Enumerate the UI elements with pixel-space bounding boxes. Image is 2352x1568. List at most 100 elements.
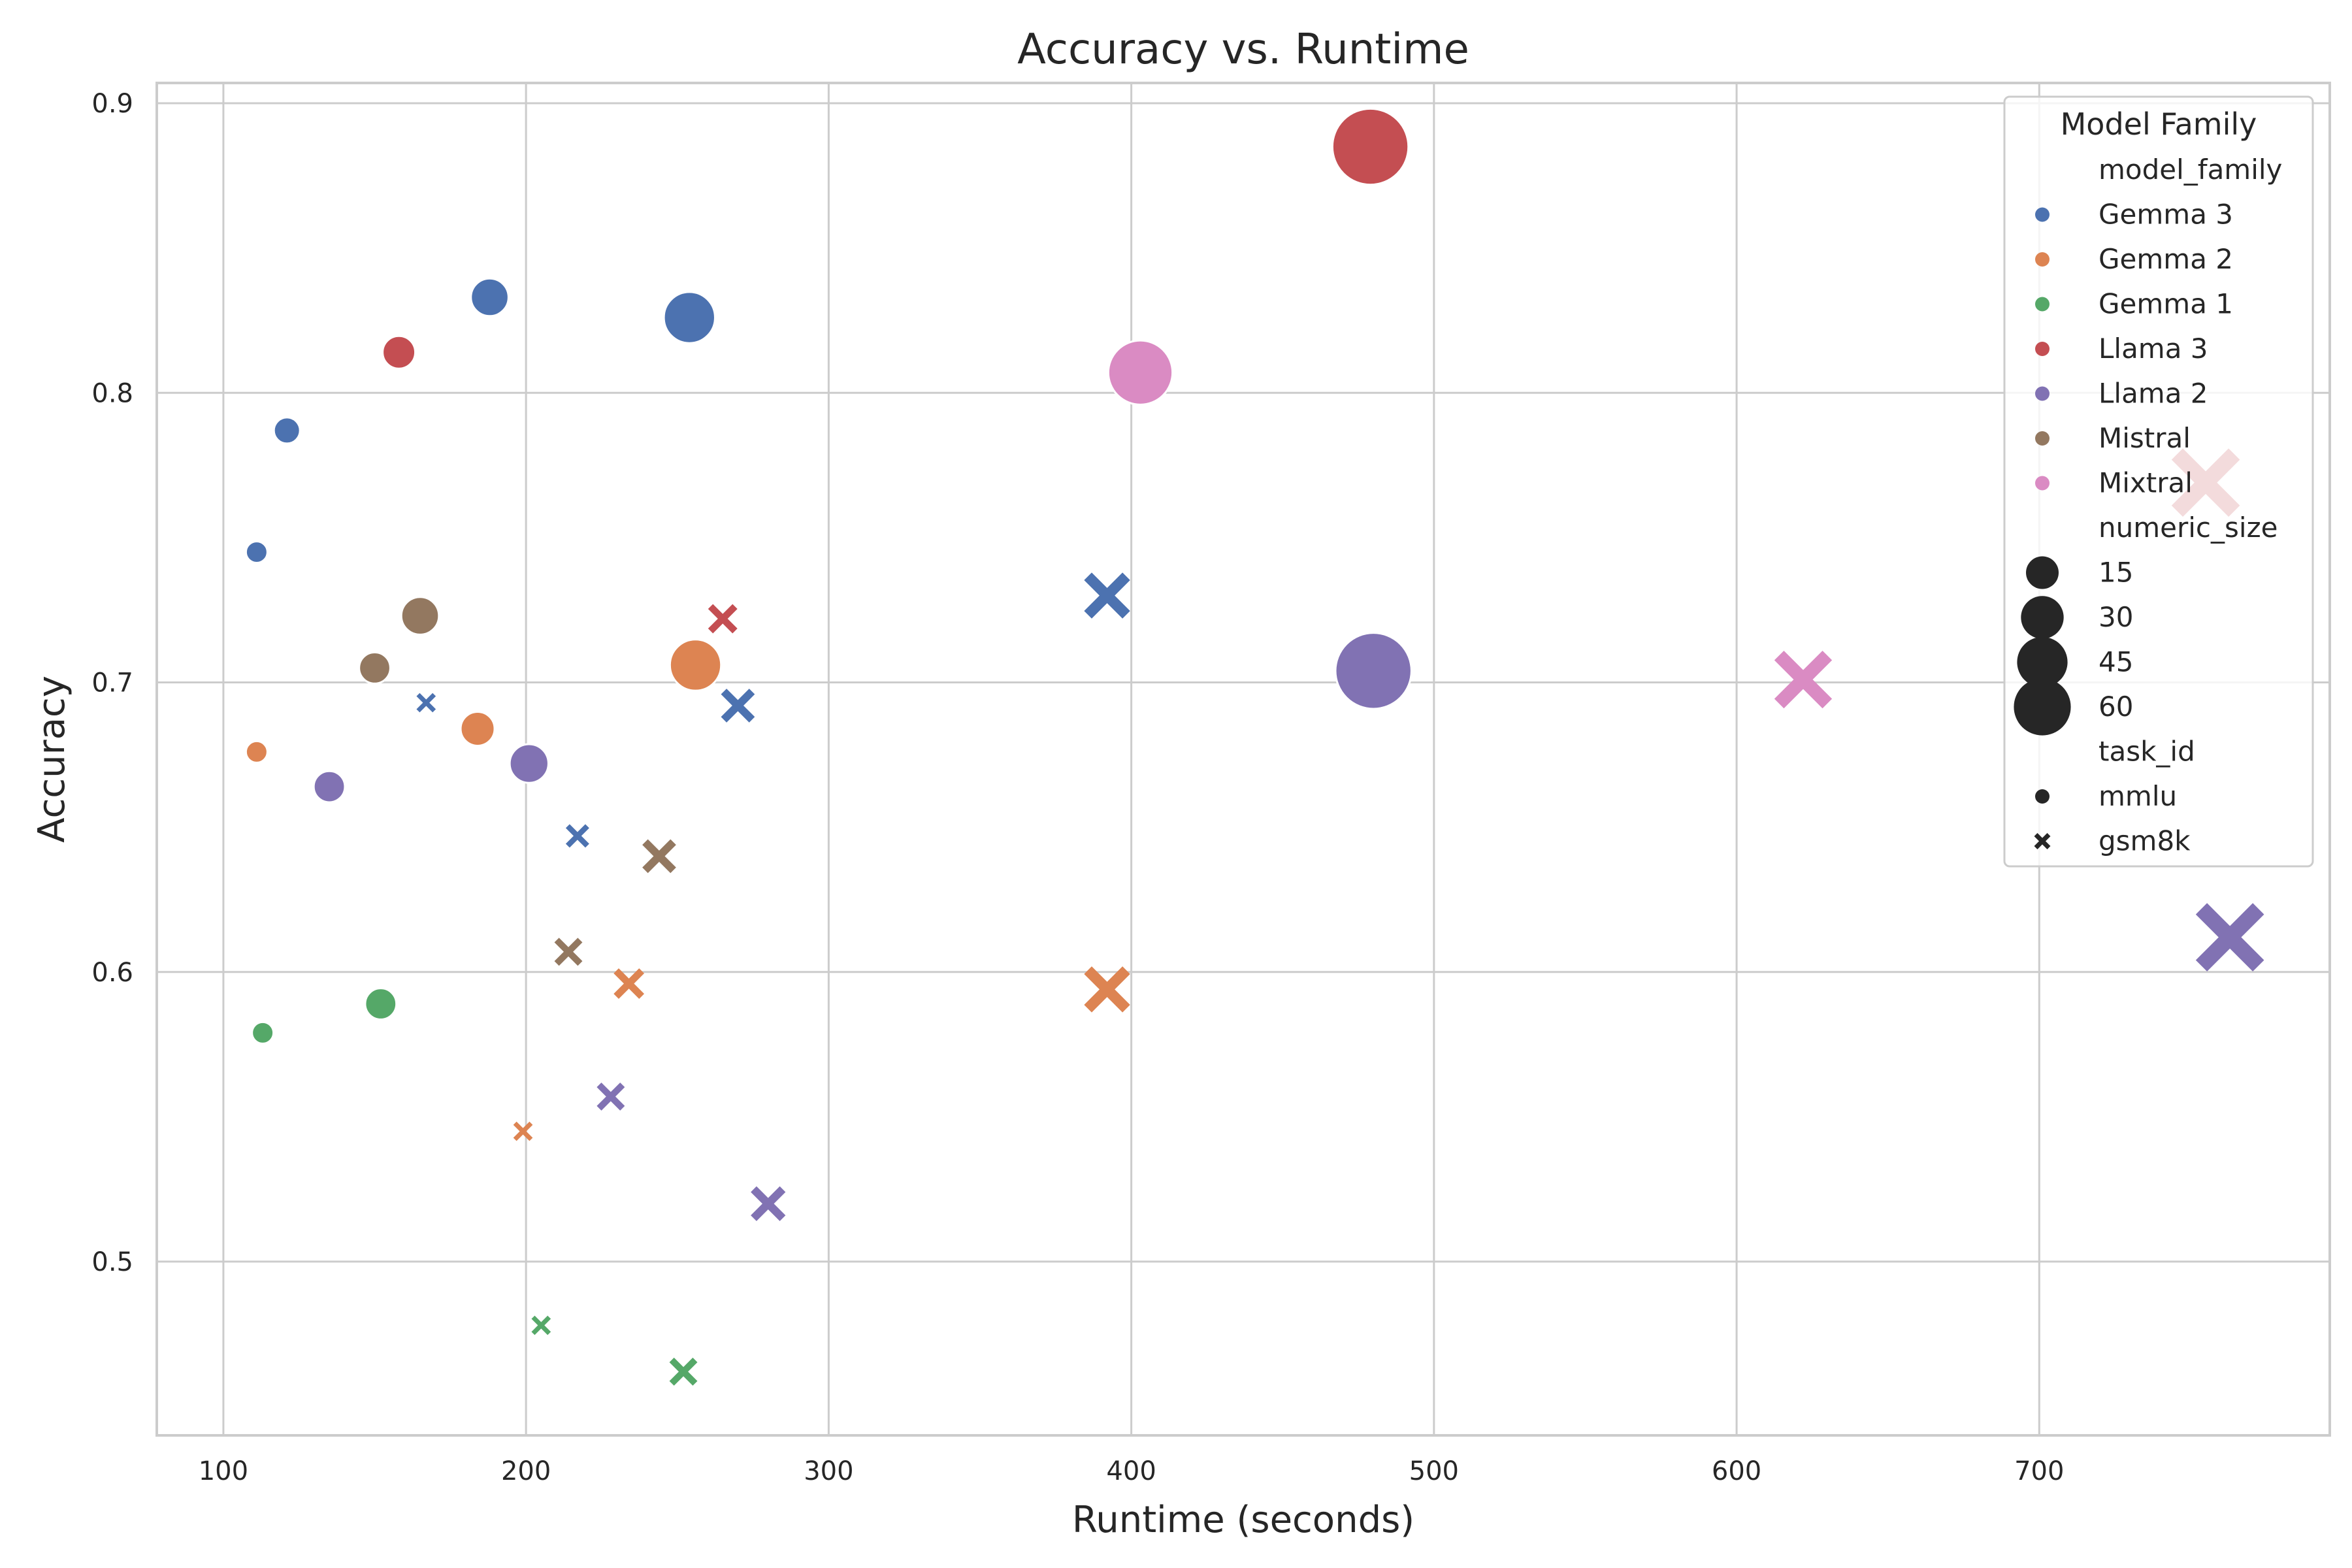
point-llama-2-gsm8k bbox=[751, 1186, 786, 1222]
point-gemma-3-mmlu bbox=[272, 416, 301, 445]
point-gemma-3-gsm8k-stroke bbox=[416, 693, 436, 713]
y-tick-labels: 0.5 0.6 0.7 0.8 0.9 bbox=[91, 89, 133, 1277]
legend-style-label-mmlu: mmlu bbox=[2099, 780, 2177, 812]
point-gemma-3-mmlu bbox=[244, 540, 269, 564]
legend-entries: model_family Gemma 3 Gemma 2 Gemma 1 Llama 3… bbox=[2014, 154, 2282, 857]
x-tick-label: 300 bbox=[804, 1456, 853, 1486]
point-mistral-mmlu bbox=[400, 596, 440, 636]
legend-marker-mixtral bbox=[2035, 476, 2050, 491]
point-llama-3-gsm8k bbox=[708, 604, 738, 634]
legend-label-gemma-1: Gemma 1 bbox=[2099, 288, 2233, 320]
point-mixtral-gsm8k bbox=[1774, 650, 1833, 709]
legend-marker-gemma-1 bbox=[2035, 297, 2050, 312]
point-mistral-mmlu bbox=[358, 651, 391, 685]
legend-size-marker-15 bbox=[2026, 556, 2059, 589]
x-tick-label: 500 bbox=[1409, 1456, 1459, 1486]
legend-title: Model Family bbox=[2061, 106, 2257, 142]
point-mistral-gsm8k-stroke bbox=[554, 938, 583, 966]
legend-label-llama-2: Llama 2 bbox=[2099, 378, 2208, 410]
point-mistral-gsm8k-stroke bbox=[642, 839, 676, 874]
point-gemma-3-gsm8k-stroke bbox=[565, 824, 589, 848]
legend-size-marker-60 bbox=[2014, 678, 2071, 736]
point-llama-2-gsm8k bbox=[2195, 903, 2264, 972]
legend-style-marker-mmlu bbox=[2035, 789, 2050, 804]
x-tick-label: 100 bbox=[199, 1456, 248, 1486]
x-tick-label: 600 bbox=[1712, 1456, 1761, 1486]
legend-heading-model-family: model_family bbox=[2099, 154, 2282, 186]
point-gemma-2-mmlu bbox=[244, 740, 269, 764]
point-gemma-3-gsm8k bbox=[721, 689, 755, 723]
legend-label-gemma-2: Gemma 2 bbox=[2099, 243, 2233, 275]
legend-label-mixtral: Mixtral bbox=[2099, 467, 2193, 499]
legend-marker-llama-3 bbox=[2035, 342, 2050, 356]
point-gemma-2-mmlu bbox=[459, 710, 496, 747]
point-gemma-3-gsm8k-stroke bbox=[721, 689, 755, 723]
plot-frame bbox=[155, 82, 2331, 1437]
point-gemma-3-gsm8k bbox=[1084, 572, 1130, 619]
point-llama-2-gsm8k-stroke bbox=[2195, 903, 2264, 972]
legend-size-label-60: 60 bbox=[2099, 691, 2133, 723]
point-gemma-3-gsm8k-stroke bbox=[1084, 572, 1130, 619]
point-gemma-1-gsm8k bbox=[669, 1358, 698, 1386]
y-tick-label: 0.8 bbox=[91, 378, 133, 408]
x-tick-label: 200 bbox=[501, 1456, 551, 1486]
x-tick-label: 400 bbox=[1106, 1456, 1156, 1486]
point-gemma-1-gsm8k-stroke bbox=[669, 1358, 698, 1386]
x-axis-label: Runtime (seconds) bbox=[1072, 1499, 1414, 1541]
legend-marker-mistral bbox=[2035, 431, 2050, 446]
point-gemma-1-mmlu bbox=[251, 1021, 275, 1045]
y-tick-label: 0.6 bbox=[91, 958, 133, 988]
point-mixtral-gsm8k-stroke bbox=[1774, 650, 1833, 709]
point-gemma-1-gsm8k bbox=[531, 1315, 551, 1335]
legend-size-marker-30 bbox=[2021, 596, 2064, 639]
point-llama-2-gsm8k-stroke bbox=[596, 1082, 625, 1111]
point-mistral-gsm8k bbox=[642, 839, 676, 874]
point-gemma-2-gsm8k bbox=[1084, 966, 1130, 1013]
point-llama-2-mmlu bbox=[508, 743, 549, 784]
legend-size-label-45: 45 bbox=[2099, 646, 2133, 678]
x-tick-label: 700 bbox=[2014, 1456, 2064, 1486]
legend-style-label-gsm8k: gsm8k bbox=[2099, 825, 2191, 857]
point-llama-2-gsm8k bbox=[596, 1082, 625, 1111]
legend-label-llama-3: Llama 3 bbox=[2099, 333, 2208, 365]
point-llama-3-gsm8k-stroke bbox=[708, 604, 738, 634]
point-gemma-2-gsm8k-stroke bbox=[513, 1121, 533, 1141]
legend-marker-gemma-2 bbox=[2035, 252, 2050, 267]
point-gemma-2-gsm8k-stroke bbox=[1084, 966, 1130, 1013]
point-gemma-2-gsm8k bbox=[613, 968, 645, 999]
legend-heading-numeric-size: numeric_size bbox=[2099, 512, 2278, 544]
point-llama-2-mmlu bbox=[312, 770, 346, 804]
y-tick-label: 0.5 bbox=[91, 1247, 133, 1277]
point-mixtral-mmlu bbox=[1107, 339, 1174, 406]
legend-label-gemma-3: Gemma 3 bbox=[2099, 199, 2233, 231]
point-mistral-gsm8k bbox=[554, 938, 583, 966]
point-llama-2-gsm8k-stroke bbox=[751, 1186, 786, 1222]
legend-size-label-30: 30 bbox=[2099, 601, 2133, 633]
point-gemma-3-gsm8k bbox=[416, 693, 436, 713]
data-points bbox=[244, 107, 2264, 1386]
legend-style-marker-gsm8k bbox=[2034, 833, 2051, 849]
x-tick-labels: 100 200 300 400 500 600 700 bbox=[199, 1456, 2065, 1486]
grid-layer bbox=[157, 83, 2330, 1435]
point-gemma-2-gsm8k bbox=[513, 1121, 533, 1141]
point-llama-3-mmlu bbox=[1331, 107, 1410, 186]
point-llama-2-mmlu bbox=[1334, 632, 1413, 710]
point-gemma-3-mmlu bbox=[662, 291, 716, 344]
point-gemma-2-mmlu bbox=[668, 638, 723, 692]
y-axis-label: Accuracy bbox=[31, 676, 73, 843]
legend-size-marker-45 bbox=[2017, 636, 2068, 688]
point-gemma-3-mmlu bbox=[470, 277, 510, 318]
legend-marker-gemma-3 bbox=[2035, 207, 2050, 222]
point-gemma-3-gsm8k bbox=[565, 824, 589, 848]
point-gemma-2-gsm8k-stroke bbox=[613, 968, 645, 999]
y-tick-label: 0.7 bbox=[91, 668, 133, 698]
point-llama-3-mmlu bbox=[382, 335, 417, 370]
y-tick-label: 0.9 bbox=[91, 89, 133, 119]
point-gemma-1-mmlu bbox=[364, 987, 398, 1021]
legend: Model Family model_family Gemma 3 Gemma 2 G… bbox=[2003, 95, 2314, 868]
legend-label-mistral: Mistral bbox=[2099, 422, 2191, 454]
point-gemma-1-gsm8k-stroke bbox=[531, 1315, 551, 1335]
legend-marker-llama-2 bbox=[2035, 386, 2050, 401]
legend-box bbox=[2003, 95, 2314, 868]
